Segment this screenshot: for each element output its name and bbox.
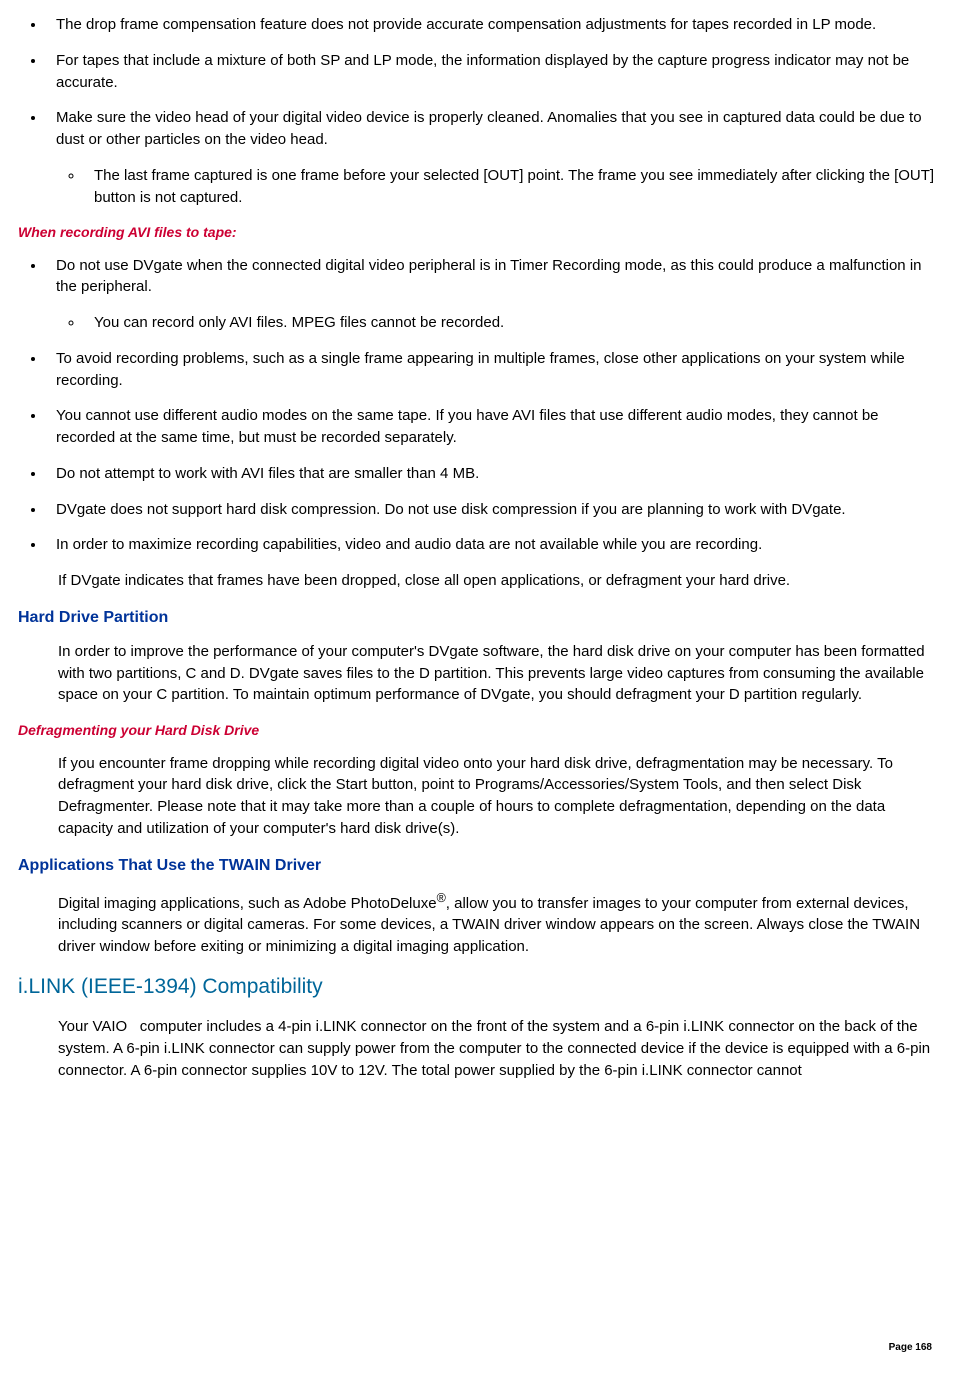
page-number: Page 168 bbox=[889, 1341, 932, 1356]
bullet-item: You cannot use different audio modes on … bbox=[46, 405, 936, 449]
heading-hard-drive-partition: Hard Drive Partition bbox=[18, 606, 936, 629]
twain-para: Digital imaging applications, such as Ad… bbox=[58, 889, 936, 958]
heading-twain: Applications That Use the TWAIN Driver bbox=[18, 854, 936, 877]
bullet-text: For tapes that include a mixture of both… bbox=[56, 52, 909, 91]
top-bullet-list: The drop frame compensation feature does… bbox=[18, 14, 936, 208]
heading-defrag: Defragmenting your Hard Disk Drive bbox=[18, 720, 936, 740]
sub-bullet-item: The last frame captured is one frame bef… bbox=[84, 165, 936, 209]
twain-text-before: Digital imaging applications, such as Ad… bbox=[58, 895, 437, 912]
bullet-item: Do not use DVgate when the connected dig… bbox=[46, 255, 936, 334]
hd-para: In order to improve the performance of y… bbox=[58, 641, 936, 706]
bullet-item: Make sure the video head of your digital… bbox=[46, 107, 936, 208]
rec-after-para: If DVgate indicates that frames have bee… bbox=[58, 570, 936, 592]
bullet-text: Do not use DVgate when the connected dig… bbox=[56, 257, 922, 296]
bullet-item: To avoid recording problems, such as a s… bbox=[46, 348, 936, 392]
bullet-item: For tapes that include a mixture of both… bbox=[46, 50, 936, 94]
heading-ilink: i.LINK (IEEE-1394) Compatibility bbox=[18, 972, 936, 1002]
sub-bullet-item: You can record only AVI files. MPEG file… bbox=[84, 312, 936, 334]
registered-icon: ® bbox=[437, 891, 446, 905]
rec-bullet-list: Do not use DVgate when the connected dig… bbox=[18, 255, 936, 557]
bullet-item: The drop frame compensation feature does… bbox=[46, 14, 936, 36]
heading-recording-avi: When recording AVI files to tape: bbox=[18, 222, 936, 242]
defrag-para: If you encounter frame dropping while re… bbox=[58, 753, 936, 840]
sub-bullet-list: You can record only AVI files. MPEG file… bbox=[56, 312, 936, 334]
bullet-text: Do not attempt to work with AVI files th… bbox=[56, 465, 479, 482]
ilink-para: Your VAIO computer includes a 4-pin i.LI… bbox=[58, 1016, 936, 1081]
bullet-item: DVgate does not support hard disk compre… bbox=[46, 499, 936, 521]
bullet-text: In order to maximize recording capabilit… bbox=[56, 536, 762, 553]
sub-bullet-text: You can record only AVI files. MPEG file… bbox=[94, 314, 504, 331]
bullet-item: Do not attempt to work with AVI files th… bbox=[46, 463, 936, 485]
sub-bullet-text: The last frame captured is one frame bef… bbox=[94, 167, 934, 206]
bullet-item: In order to maximize recording capabilit… bbox=[46, 534, 936, 556]
bullet-text: The drop frame compensation feature does… bbox=[56, 16, 876, 33]
bullet-text: DVgate does not support hard disk compre… bbox=[56, 501, 846, 518]
bullet-text: You cannot use different audio modes on … bbox=[56, 407, 879, 446]
bullet-text: To avoid recording problems, such as a s… bbox=[56, 350, 905, 389]
bullet-text: Make sure the video head of your digital… bbox=[56, 109, 922, 148]
sub-bullet-list: The last frame captured is one frame bef… bbox=[56, 165, 936, 209]
